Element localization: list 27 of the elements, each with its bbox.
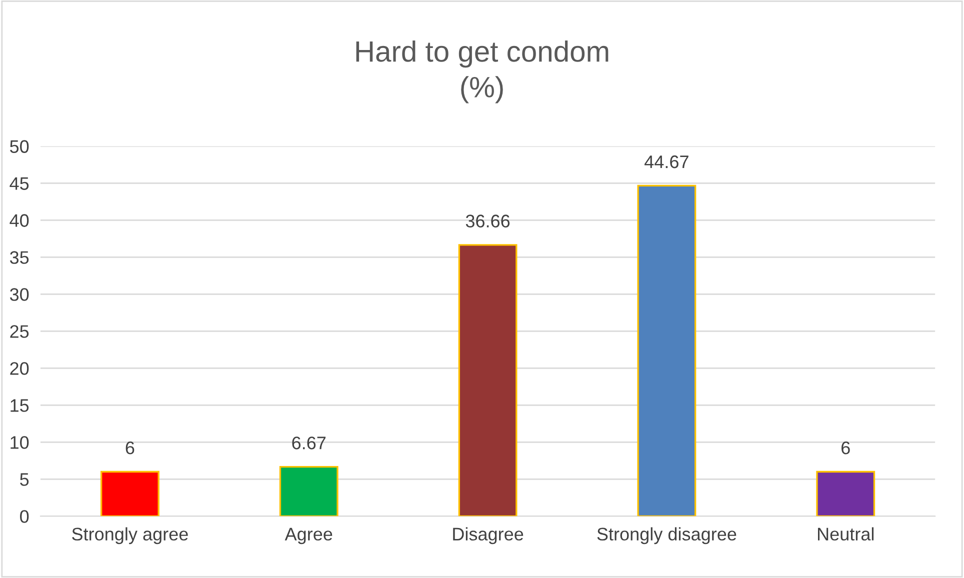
bar — [100, 470, 160, 516]
data-label: 6.67 — [292, 436, 326, 450]
data-label: 6 — [126, 442, 134, 454]
x-tick-label: Strongly disagree — [597, 527, 736, 544]
bar — [637, 184, 696, 516]
x-tick-label: Agree — [284, 528, 332, 544]
x-tick-label: Disagree — [453, 527, 524, 544]
y-tick-label: 50 — [10, 140, 29, 153]
y-tick-label: 40 — [10, 214, 29, 227]
data-label: 6 — [842, 442, 850, 454]
y-tick-label: 10 — [10, 436, 29, 449]
y-tick-label: 20 — [10, 362, 29, 375]
y-tick-label: 35 — [10, 251, 29, 264]
y-tick-label: 0 — [20, 510, 29, 523]
x-tick-label: Neutral — [818, 527, 874, 541]
data-label: 44.67 — [644, 155, 688, 168]
bar — [816, 470, 876, 516]
y-tick-label: 30 — [10, 288, 29, 301]
x-tick-label: Strongly agree — [72, 527, 188, 544]
y-tick-label: 15 — [10, 399, 29, 412]
data-label: 36.66 — [466, 214, 510, 228]
y-tick-label: 45 — [10, 177, 29, 190]
bar — [279, 466, 338, 516]
y-tick-label: 25 — [10, 325, 29, 338]
y-tick-label: 5 — [20, 473, 29, 486]
chart-title: Hard to get condom (%) — [356, 40, 608, 104]
bar — [458, 244, 518, 516]
